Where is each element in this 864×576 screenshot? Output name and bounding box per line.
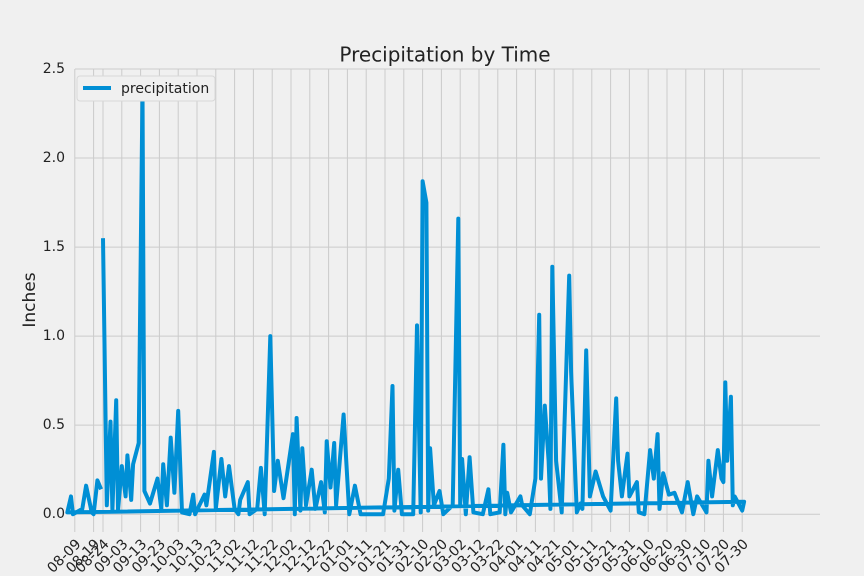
y-tick-label: 1.0 bbox=[43, 328, 65, 344]
legend: precipitation bbox=[76, 75, 216, 102]
chart-title: Precipitation by Time bbox=[339, 43, 550, 67]
legend-box bbox=[76, 75, 216, 102]
legend-label: precipitation bbox=[121, 81, 209, 97]
y-axis-label: Inches bbox=[20, 272, 40, 327]
y-tick-label: 0.5 bbox=[43, 417, 65, 433]
y-tick-label: 1.5 bbox=[43, 239, 65, 255]
y-tick-label: 2.5 bbox=[43, 61, 65, 77]
y-tick-label: 0.0 bbox=[43, 506, 65, 522]
data-line bbox=[65, 88, 747, 517]
y-tick-label: 2.0 bbox=[43, 150, 65, 166]
